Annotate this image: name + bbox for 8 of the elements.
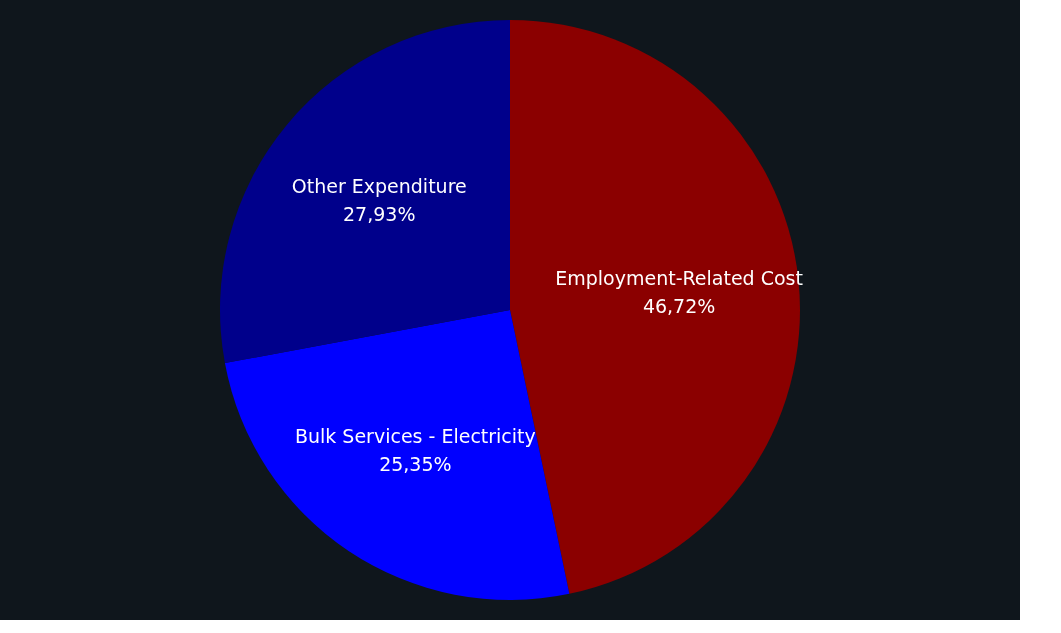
- slice-label: Bulk Services - Electricity: [294, 425, 536, 448]
- slice-label: Other Expenditure: [291, 175, 467, 198]
- pie-slice: [224, 310, 570, 600]
- data-label: 25,35%: [379, 453, 452, 476]
- pie-slice: [220, 20, 510, 364]
- data-label: 27,93%: [343, 203, 416, 226]
- data-label: 46,72%: [642, 294, 716, 317]
- slice-label: Employment-Related Cost: [555, 266, 803, 289]
